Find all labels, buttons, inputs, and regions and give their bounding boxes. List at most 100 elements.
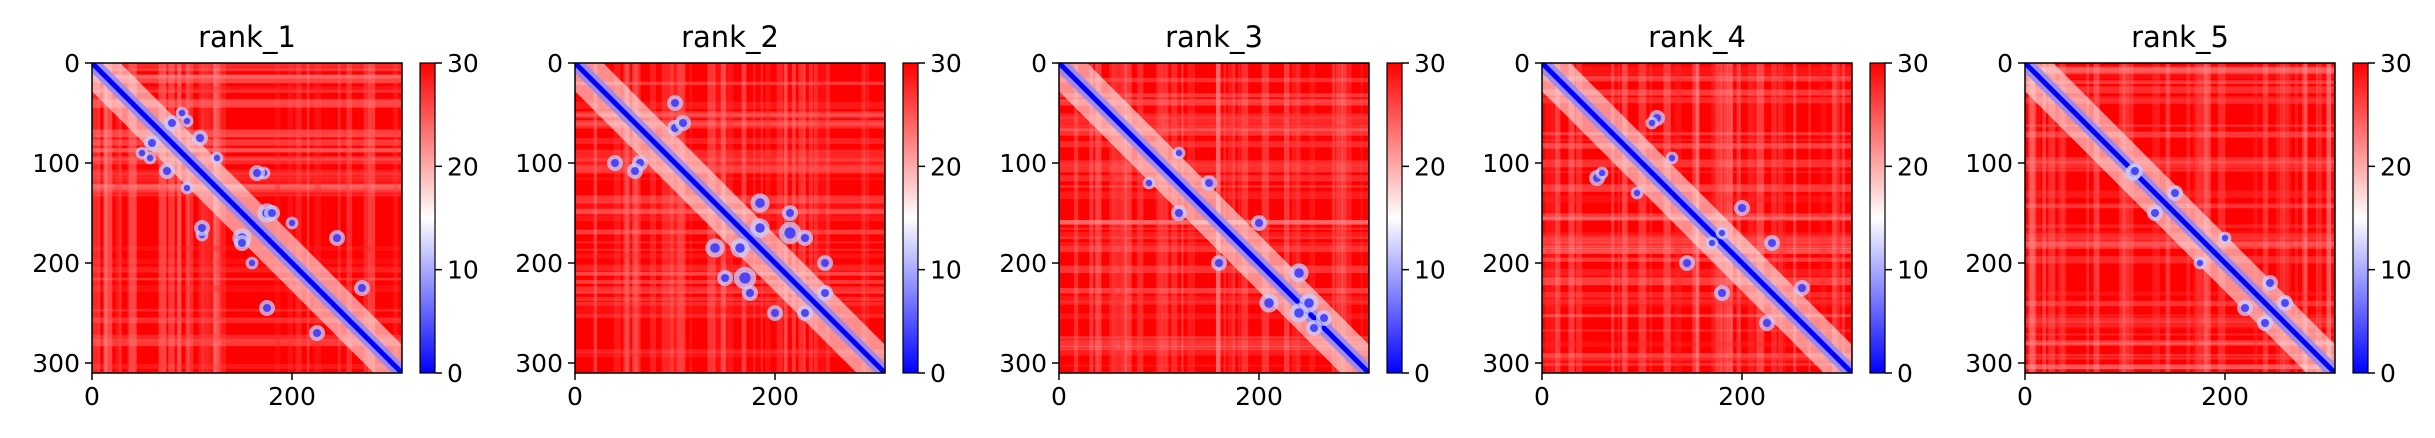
stripe-v — [2283, 63, 2289, 373]
contact-blob — [168, 119, 176, 127]
stripe-v — [661, 63, 670, 373]
stripe-v — [177, 63, 182, 373]
stripe-v — [613, 63, 621, 373]
stripe-h — [92, 156, 402, 161]
stripe-h — [92, 317, 402, 321]
contact-blob — [1683, 259, 1691, 267]
contact-blob — [263, 304, 271, 312]
stripe-h — [1059, 124, 1369, 131]
stripe-v — [825, 63, 828, 373]
stripe-h — [92, 277, 402, 281]
stripe-h — [2025, 99, 2335, 102]
stripe-h — [2025, 86, 2335, 94]
stripe-h — [92, 266, 402, 273]
stripe-v — [634, 63, 641, 373]
stripe-h — [575, 264, 885, 271]
contact-blob — [2221, 234, 2229, 242]
stripe-v — [346, 63, 350, 373]
stripe-v — [104, 63, 113, 373]
y-tick-label: 300 — [32, 349, 80, 378]
stripe-h — [1059, 142, 1369, 148]
stripe-h — [575, 111, 885, 117]
contact-blob — [2151, 209, 2159, 217]
stripe-v — [163, 63, 167, 373]
stripe-v — [2086, 63, 2090, 373]
stripe-h — [92, 149, 402, 153]
stripe-v — [2316, 63, 2319, 373]
stripe-h — [92, 129, 402, 138]
heatmap — [2025, 63, 2335, 373]
stripe-h — [1059, 93, 1369, 98]
y-tick-label: 0 — [547, 49, 563, 78]
stripe-h — [1059, 99, 1369, 106]
contact-blob — [253, 169, 261, 177]
stripe-h — [575, 163, 885, 169]
stripe-h — [1059, 335, 1369, 340]
stripe-h — [2025, 131, 2335, 138]
stripe-v — [2207, 63, 2211, 373]
heatmap — [1542, 63, 1852, 373]
stripe-v — [1094, 63, 1099, 373]
stripe-h — [1542, 353, 1852, 361]
diagonal — [1542, 63, 1852, 373]
contact-blob — [1215, 259, 1223, 267]
stripe-h — [1542, 66, 1852, 73]
stripe-h — [1542, 257, 1852, 262]
stripe-h — [92, 159, 402, 165]
stripe-v — [820, 63, 826, 373]
stripe-h — [92, 67, 402, 72]
stripe-h — [575, 301, 885, 306]
stripe-h — [92, 317, 402, 324]
stripe-h — [2025, 323, 2335, 329]
stripe-v — [212, 63, 216, 373]
contact-blob — [1718, 229, 1726, 237]
x-tick-label: 0 — [1534, 382, 1550, 411]
stripe-v — [206, 63, 212, 373]
contact-blob — [358, 284, 366, 292]
stripe-h — [575, 165, 885, 173]
stripe-h — [575, 253, 885, 259]
stripe-h — [2025, 301, 2335, 307]
stripe-v — [1296, 63, 1301, 373]
stripe-v — [2295, 63, 2298, 373]
stripe-h — [92, 130, 402, 138]
stripe-v — [1332, 63, 1337, 373]
x-tick-label: 200 — [2201, 382, 2249, 411]
stripe-v — [1756, 63, 1765, 373]
stripe-v — [2042, 63, 2047, 373]
stripe-h — [1542, 298, 1852, 304]
stripe-v — [1747, 63, 1755, 373]
contact-blob — [679, 119, 687, 127]
stripe-v — [1771, 63, 1777, 373]
stripe-v — [1545, 63, 1552, 373]
stripe-v — [1331, 63, 1336, 373]
y-tick-label: 200 — [1482, 249, 1530, 278]
stripe-h — [2025, 342, 2335, 346]
stripe-v — [2302, 63, 2307, 373]
y-tick-label: 200 — [1965, 249, 2013, 278]
stripe-h — [92, 285, 402, 293]
stripe-h — [2025, 356, 2335, 360]
stripe-h — [575, 114, 885, 119]
stripe-h — [1059, 113, 1369, 119]
y-tick-label: 100 — [1965, 149, 2013, 178]
stripe-v — [295, 63, 302, 373]
colorbar-tick-label: 10 — [447, 256, 479, 285]
stripe-h — [92, 338, 402, 347]
stripe-v — [201, 63, 208, 373]
stripe-h — [1542, 76, 1852, 82]
contact-blob — [739, 272, 751, 284]
stripe-h — [2025, 364, 2335, 370]
contact-blob — [2131, 167, 2139, 175]
stripe-h — [92, 99, 402, 108]
stripe-h — [92, 308, 402, 312]
contact-blob — [1310, 324, 1318, 332]
stripe-v — [1555, 63, 1561, 373]
stripe-v — [1136, 63, 1144, 373]
stripe-h — [1542, 292, 1852, 298]
stripe-h — [1542, 352, 1852, 358]
colorbar-tick-label: 0 — [930, 359, 946, 388]
stripe-v — [1161, 63, 1169, 373]
stripe-v — [679, 63, 686, 373]
stripe-v — [1089, 63, 1094, 373]
